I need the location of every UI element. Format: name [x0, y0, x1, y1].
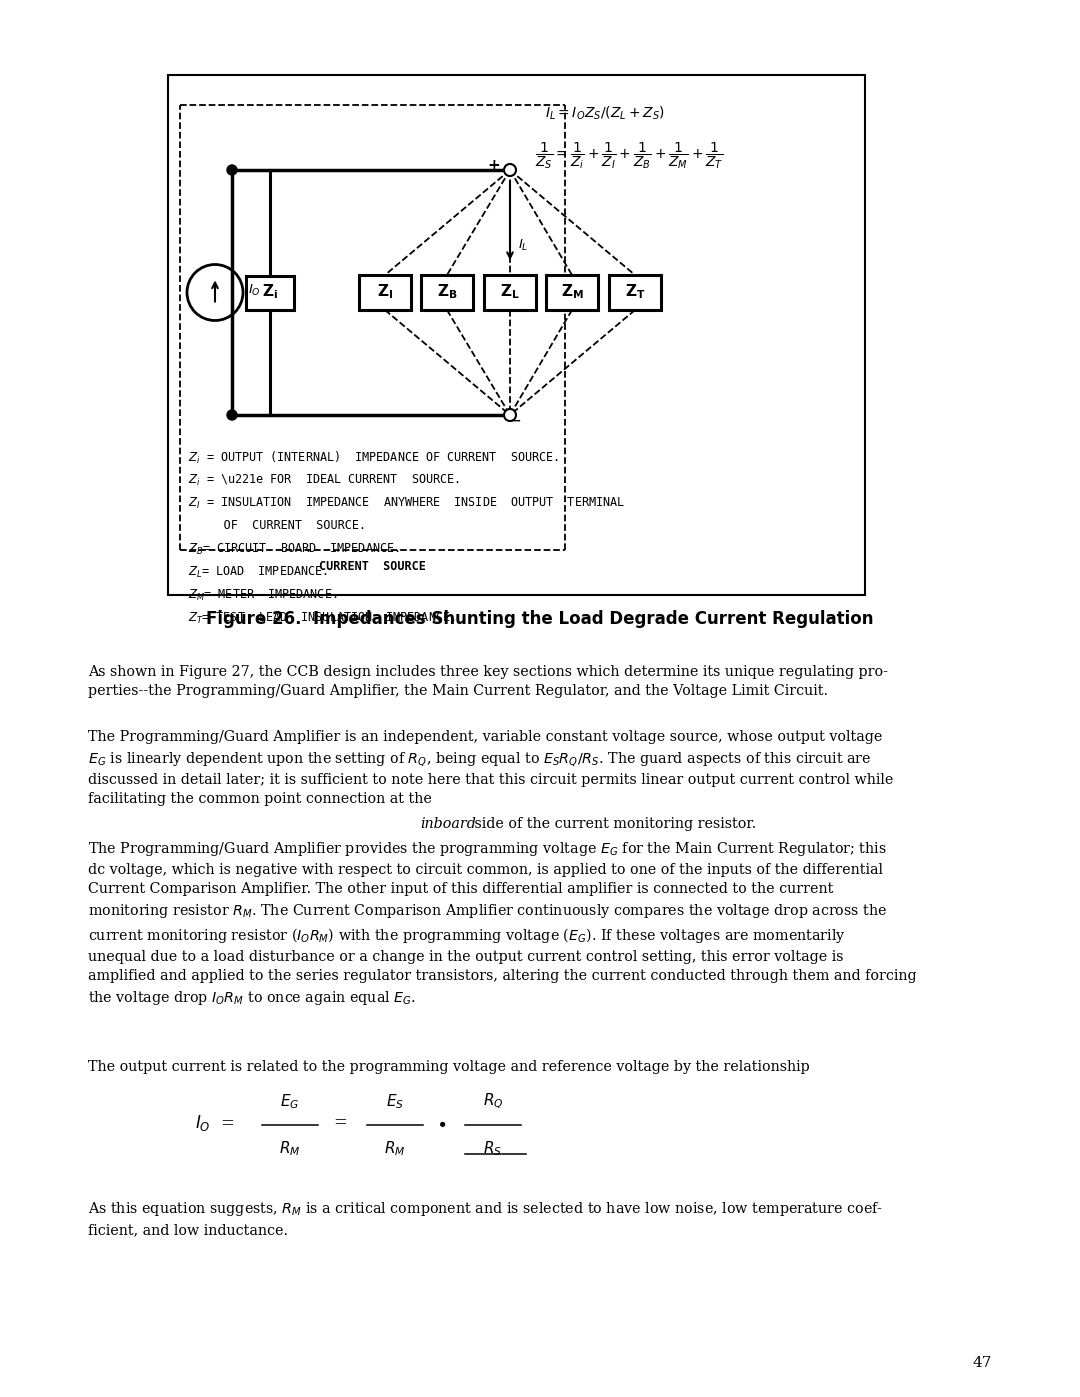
- Text: $R_Q$: $R_Q$: [483, 1091, 503, 1111]
- Text: +: +: [488, 158, 500, 173]
- Text: −: −: [508, 412, 521, 430]
- Text: $I_O$  =: $I_O$ =: [195, 1113, 234, 1133]
- Circle shape: [504, 409, 516, 420]
- Bar: [546, 275, 598, 310]
- Text: 47: 47: [973, 1356, 993, 1370]
- Text: $\mathbf{Z_I}$: $\mathbf{Z_I}$: [377, 282, 393, 300]
- Bar: [609, 275, 661, 310]
- Text: $Z_I$ = INSULATION  IMPEDANCE  ANYWHERE  INSIDE  OUTPUT  TERMINAL: $Z_I$ = INSULATION IMPEDANCE ANYWHERE IN…: [188, 496, 625, 511]
- Circle shape: [227, 409, 237, 420]
- Text: $E_S$: $E_S$: [386, 1092, 404, 1111]
- Text: $Z_i$ = OUTPUT (INTERNAL)  IMPEDANCE OF CURRENT  SOURCE.: $Z_i$ = OUTPUT (INTERNAL) IMPEDANCE OF C…: [188, 450, 559, 467]
- Text: The Programming/Guard Amplifier provides the programming voltage $E_G$ for the M: The Programming/Guard Amplifier provides…: [87, 840, 917, 1007]
- Bar: [421, 275, 473, 310]
- Circle shape: [227, 165, 237, 175]
- Text: $Z_T$= TEST  LEAD  INSULATION  IMPEDANCE.: $Z_T$= TEST LEAD INSULATION IMPEDANCE.: [188, 610, 456, 626]
- Text: As shown in Figure 27, the CCB design includes three key sections which determin: As shown in Figure 27, the CCB design in…: [87, 665, 888, 698]
- Text: Figure 26.  Impedances Shunting the Load Degrade Current Regulation: Figure 26. Impedances Shunting the Load …: [206, 610, 874, 629]
- Bar: [359, 275, 411, 310]
- Text: OF  CURRENT  SOURCE.: OF CURRENT SOURCE.: [188, 520, 366, 532]
- Text: $R_M$: $R_M$: [280, 1139, 300, 1158]
- Text: $Z_L$= LOAD  IMPEDANCE.: $Z_L$= LOAD IMPEDANCE.: [188, 564, 327, 580]
- Bar: [484, 275, 536, 310]
- Bar: [168, 75, 865, 595]
- Text: $Z_i$ = \u221e FOR  IDEAL CURRENT  SOURCE.: $Z_i$ = \u221e FOR IDEAL CURRENT SOURCE.: [188, 474, 460, 488]
- Text: =: =: [333, 1115, 347, 1132]
- Text: side of the current monitoring resistor.: side of the current monitoring resistor.: [470, 817, 756, 831]
- Text: $\dfrac{1}{Z_S} = \dfrac{1}{Z_i}+\dfrac{1}{Z_I}+\dfrac{1}{Z_B}+\dfrac{1}{Z_M}+\d: $\dfrac{1}{Z_S} = \dfrac{1}{Z_i}+\dfrac{…: [535, 140, 724, 170]
- Text: $\mathbf{Z_i}$: $\mathbf{Z_i}$: [262, 282, 278, 300]
- Text: $Z_B$= CIRCUIT  BOARD  IMPEDANCE.: $Z_B$= CIRCUIT BOARD IMPEDANCE.: [188, 542, 400, 557]
- Text: $\bullet$: $\bullet$: [436, 1113, 446, 1132]
- Text: $\mathbf{Z_M}$: $\mathbf{Z_M}$: [561, 282, 583, 300]
- Text: $I_L$: $I_L$: [518, 237, 528, 253]
- Text: $\mathbf{Z_L}$: $\mathbf{Z_L}$: [500, 282, 519, 300]
- Text: $I_L = I_O Z_S/(Z_L + Z_S)$: $I_L = I_O Z_S/(Z_L + Z_S)$: [545, 105, 665, 123]
- Text: The output current is related to the programming voltage and reference voltage b: The output current is related to the pro…: [87, 1060, 810, 1074]
- Bar: [246, 275, 294, 310]
- Text: The Programming/Guard Amplifier is an independent, variable constant voltage sou: The Programming/Guard Amplifier is an in…: [87, 731, 893, 806]
- Text: CURRENT  SOURCE: CURRENT SOURCE: [319, 560, 426, 573]
- Text: As this equation suggests, $R_M$ is a critical component and is selected to have: As this equation suggests, $R_M$ is a cr…: [87, 1200, 883, 1236]
- Text: $R_M$: $R_M$: [384, 1139, 406, 1158]
- Circle shape: [504, 163, 516, 176]
- Text: $E_G$: $E_G$: [281, 1092, 299, 1111]
- Text: $\mathbf{Z_B}$: $\mathbf{Z_B}$: [436, 282, 457, 300]
- Text: $Z_M$= METER  IMPEDANCE.: $Z_M$= METER IMPEDANCE.: [188, 588, 337, 604]
- Text: inboard: inboard: [420, 817, 476, 831]
- Text: $I_O$: $I_O$: [248, 284, 260, 298]
- Text: $\mathbf{Z_T}$: $\mathbf{Z_T}$: [624, 282, 645, 300]
- Text: $R_S$: $R_S$: [484, 1139, 502, 1158]
